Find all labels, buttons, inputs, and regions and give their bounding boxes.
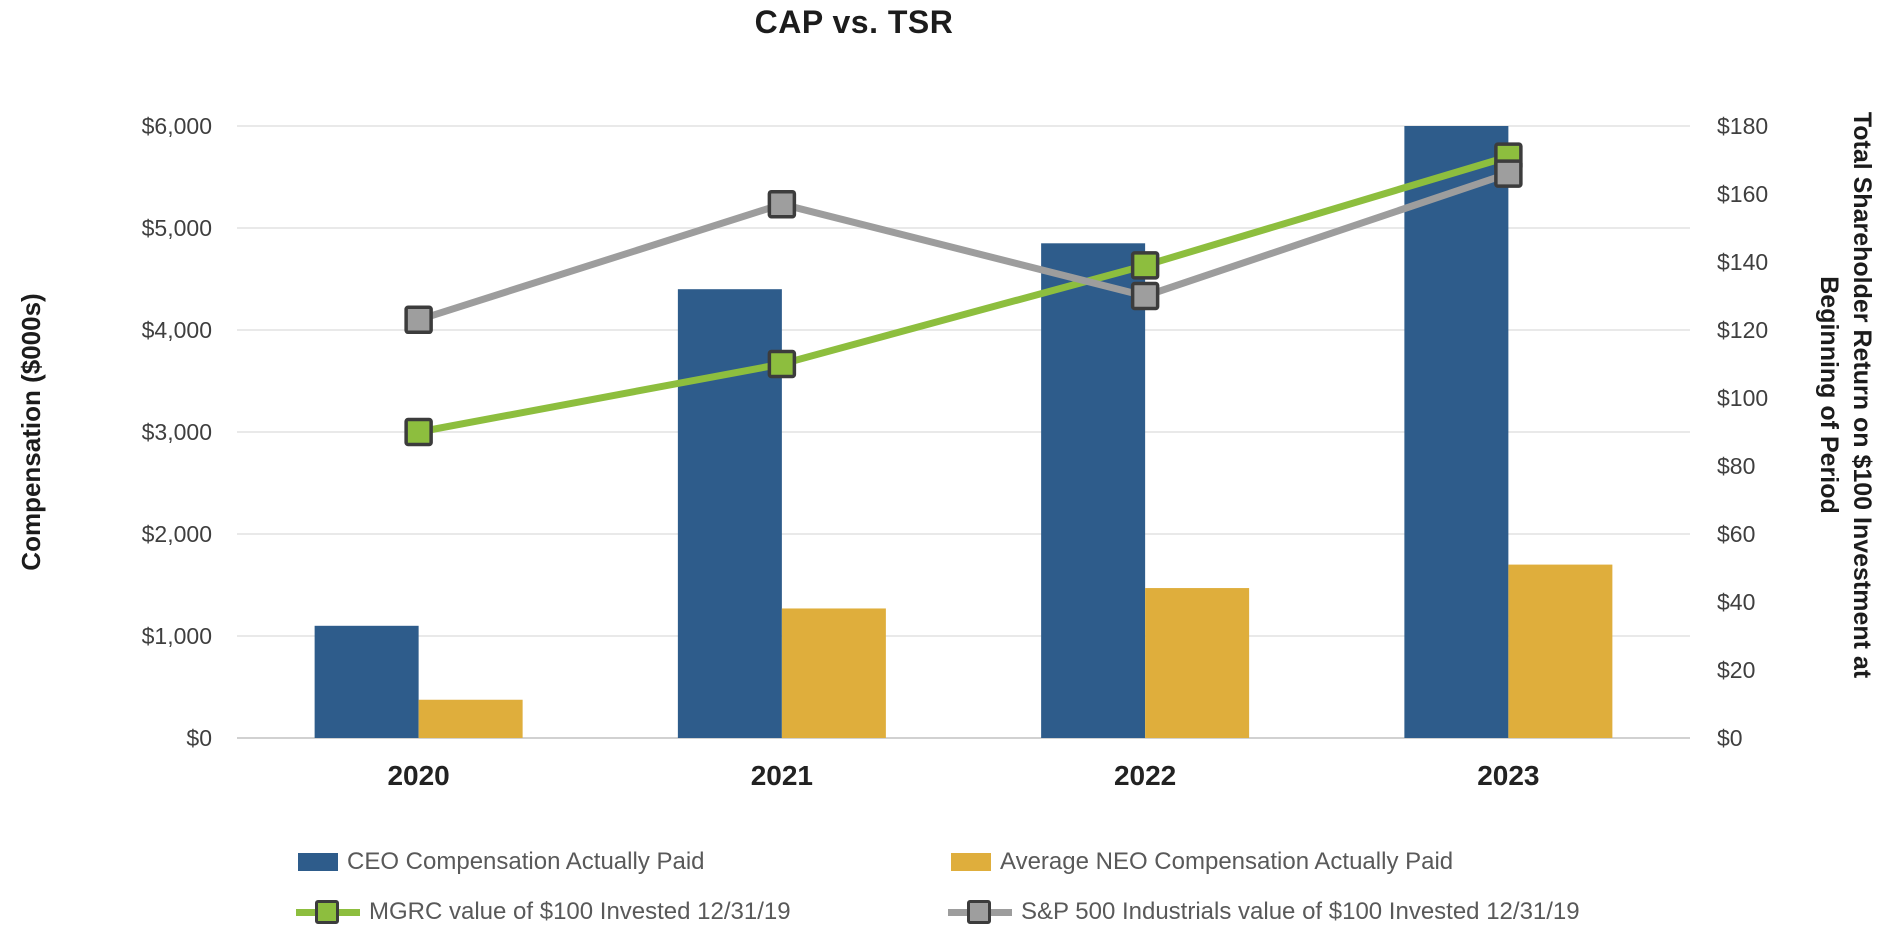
marker-mgrc-2022 xyxy=(1130,251,1160,280)
y-right-tick-label: $40 xyxy=(1717,589,1756,615)
bar-neo-2022 xyxy=(1145,588,1250,738)
bar-ceo-2022 xyxy=(1041,243,1146,739)
y-right-tick-label: $80 xyxy=(1717,453,1756,479)
x-axis-label-2021: 2021 xyxy=(750,760,814,791)
chart-title: CAP vs. TSR xyxy=(754,4,954,40)
marker-sp500-2021 xyxy=(767,189,797,219)
legend-label: S&P 500 Industrials value of $100 Invest… xyxy=(1021,898,1580,925)
y-right-tick-label: $180 xyxy=(1717,113,1769,139)
marker-sp500-2023 xyxy=(1494,159,1523,188)
legend-label: CEO Compensation Actually Paid xyxy=(347,848,705,875)
y-right-tick-label: $100 xyxy=(1717,385,1769,411)
y-left-tick-label: $6,000 xyxy=(141,113,212,139)
y-left-tick-label: $2,000 xyxy=(141,521,212,547)
x-axis-label-2022: 2022 xyxy=(1113,760,1177,791)
y-right-tick-label: $160 xyxy=(1717,181,1769,207)
line-sp500 xyxy=(417,170,1510,324)
bar-neo-2023 xyxy=(1508,564,1613,738)
y-right-tick-label: $20 xyxy=(1717,657,1756,683)
y-left-tick-label: $3,000 xyxy=(141,419,212,445)
legend-item-ceo-cap: CEO Compensation Actually Paid xyxy=(298,848,705,876)
bar-neo-2021 xyxy=(781,608,886,738)
legend-label: Average NEO Compensation Actually Paid xyxy=(1000,848,1454,875)
y-left-tick-label: $4,000 xyxy=(141,317,212,343)
legend-swatch-gold-bar xyxy=(951,853,991,871)
legend-label: MGRC value of $100 Invested 12/31/19 xyxy=(369,898,791,925)
legend-square-marker xyxy=(967,900,991,924)
y-left-tick-label: $1,000 xyxy=(141,623,212,649)
y-right-tick-label: $0 xyxy=(1717,725,1743,751)
legend-swatch-gray-line-marker xyxy=(948,899,1012,925)
bar-ceo-2023 xyxy=(1404,126,1509,738)
marker-sp500-2022 xyxy=(1130,281,1160,311)
x-axis-label-2023: 2023 xyxy=(1477,760,1540,791)
marker-sp500-2020 xyxy=(404,305,433,335)
bar-neo-2020 xyxy=(418,699,523,738)
legend-item-sp500-industrials-tsr: S&P 500 Industrials value of $100 Invest… xyxy=(948,898,1580,926)
y-right-tick-label: $60 xyxy=(1717,521,1756,547)
legend-item-mgrc-tsr: MGRC value of $100 Invested 12/31/19 xyxy=(296,898,791,926)
legend-swatch-blue-bar xyxy=(298,853,338,871)
legend-square-marker xyxy=(315,900,339,924)
bar-ceo-2021 xyxy=(677,289,782,738)
y-left-tick-label: $0 xyxy=(186,725,212,751)
marker-mgrc-2020 xyxy=(404,417,433,447)
legend-swatch-green-line-marker xyxy=(296,899,360,925)
legend-item-neo-cap: Average NEO Compensation Actually Paid xyxy=(951,848,1453,876)
line-mgrc xyxy=(417,153,1510,436)
marker-mgrc-2021 xyxy=(767,349,797,379)
y-right-tick-label: $140 xyxy=(1717,249,1769,275)
y-left-tick-label: $5,000 xyxy=(141,215,212,241)
x-axis-label-2020: 2020 xyxy=(387,760,450,791)
bar-ceo-2020 xyxy=(314,625,419,738)
y-right-tick-label: $120 xyxy=(1717,317,1769,343)
